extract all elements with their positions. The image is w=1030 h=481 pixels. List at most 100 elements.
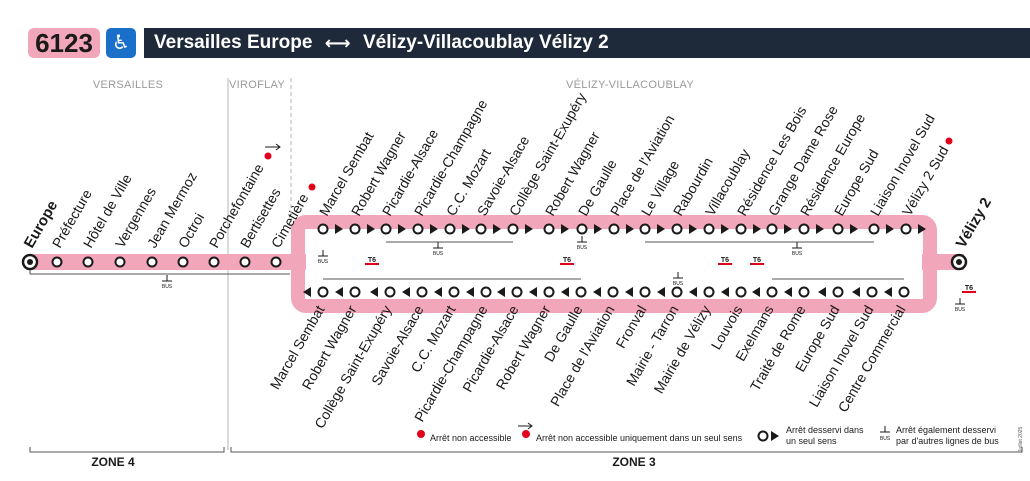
legend-other-lines: BUS Arrêt également desservi par d'autre… [880,425,999,446]
svg-text:un seul sens: un seul sens [786,436,837,446]
upper-stop-17 [868,223,880,235]
lower-stop-2 [384,286,396,298]
upper-direction-arrow-16 [850,224,858,234]
upper-stop-16 [832,223,844,235]
one-way-arrow-icon [265,143,281,151]
bus-icon: BUS [880,436,891,442]
one-way-stop-icon [757,430,769,442]
terminus-start-stop-dot [27,259,33,265]
common-stop-label-4: Octroi [175,210,208,250]
legend-not-accessible-one-way: Arrêt non accessible uniquement dans un … [518,422,743,443]
upper-stop-6 [507,223,519,235]
upper-direction-arrow-18 [918,224,926,234]
common-stop-7 [270,256,282,268]
upper-direction-arrow-1 [367,224,375,234]
not-accessible-one-way-icon [264,152,272,160]
upper-stop-7 [543,223,555,235]
lower-direction-arrow-6 [497,287,505,297]
upper-stop-11 [671,223,683,235]
upper-direction-arrow-13 [753,224,761,234]
zone-3-label: ZONE 3 [612,455,656,469]
lower-direction-arrow-13 [721,287,729,297]
upper-stop-1 [349,223,361,235]
upper-stop-12 [703,223,715,235]
common-stop-1 [82,256,94,268]
lower-direction-arrow-14 [752,287,760,297]
t6-tag-boisrb: T6 [753,257,761,264]
destination-label: Vélizy-Villacoublay Vélizy 2 [362,32,609,53]
lower-stop-10 [639,286,651,298]
svg-text:Arrêt non accessible uniquemen: Arrêt non accessible uniquement dans un … [536,433,743,443]
edition-date: Juillet 2025 [1018,426,1024,452]
upper-direction-arrow-9 [626,224,634,234]
lower-stop-6 [511,286,523,298]
svg-text:Arrêt non accessible: Arrêt non accessible [430,433,512,443]
line-number-badge: 6123 [28,28,100,58]
lower-stop-3 [416,286,428,298]
t6-tag-velizy2: T6 [965,285,973,292]
bus-tag-common: BUS [162,284,173,290]
zone-4-label: ZONE 4 [91,455,135,469]
lower-stop-9 [607,286,619,298]
not-accessible-icon [417,430,425,438]
upper-direction-arrow-15 [816,224,824,234]
lower-direction-arrow-17 [852,287,860,297]
upper-stop-9 [608,223,620,235]
common-stop-4 [177,256,189,268]
upper-direction-arrow-5 [493,224,501,234]
svg-text:Arrêt également desservi: Arrêt également desservi [896,425,996,435]
upper-stop-10 [639,223,651,235]
lower-direction-arrow-18 [884,287,892,297]
lower-direction-arrow-5 [466,287,474,297]
upper-stop-14 [766,223,778,235]
bus-tag-upper-mozart: BUS [433,251,444,257]
wheelchair-icon: ♿ [106,28,136,58]
not-accessible-icon [945,137,953,145]
lower-direction-arrow-15 [784,287,792,297]
upper-direction-arrow-17 [886,224,894,234]
route-title: Versailles Europe ⟷ Vélizy-Villacoublay … [144,28,1030,58]
lower-direction-arrow-11 [657,287,665,297]
lower-stop-0 [317,286,329,298]
upper-stop-5 [475,223,487,235]
lower-stop-13 [735,286,747,298]
upper-direction-arrow-2 [398,224,406,234]
not-accessible-icon [308,183,316,191]
lower-stop-4 [448,286,460,298]
upper-stop-2 [380,223,392,235]
lower-stop-8 [575,286,587,298]
lower-direction-arrow-2 [370,287,378,297]
upper-direction-arrow-7 [561,224,569,234]
svg-text:par d'autres lignes de bus: par d'autres lignes de bus [896,436,999,446]
upper-direction-arrow-10 [657,224,665,234]
lower-stop-1 [349,286,361,298]
bidirectional-arrow-icon: ⟷ [324,33,351,53]
upper-direction-arrow-0 [335,224,343,234]
lower-direction-arrow-7 [529,287,537,297]
t6-tag-villacoublay: T6 [721,257,729,264]
svg-text:Arrêt desservi dans: Arrêt desservi dans [786,425,864,435]
lower-direction-arrow-16 [818,287,826,297]
zone-label-velizy: VÉLIZY-VILLACOUBLAY [566,78,694,91]
upper-direction-arrow-12 [721,224,729,234]
common-stop-6 [239,256,251,268]
t6-tag-wagner: T6 [368,257,376,264]
lower-direction-arrow-3 [402,287,410,297]
upper-stop-4 [444,223,456,235]
lower-direction-arrow-9 [593,287,601,297]
upper-direction-arrow-3 [430,224,438,234]
lower-direction-arrow-1 [335,287,343,297]
lower-stop-14 [766,286,778,298]
stops-layer [21,137,976,305]
direction-arrow-icon [771,431,779,441]
upper-stop-3 [412,223,424,235]
upper-direction-arrow-8 [594,224,602,234]
lower-direction-arrow-4 [434,287,442,297]
lower-direction-arrow-12 [689,287,697,297]
bus-tag-upper-europe: BUS [792,251,803,257]
header: 6123 ♿ Versailles Europe ⟷ Vélizy-Villac… [28,28,1030,58]
legend: Arrêt non accessible Arrêt non accessibl… [417,422,1024,452]
upper-stop-0 [317,223,329,235]
not-accessible-one-way-icon [522,430,530,438]
